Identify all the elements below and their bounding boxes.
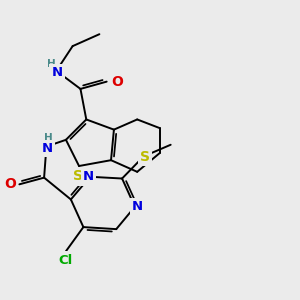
Text: S: S xyxy=(73,169,82,184)
Text: N: N xyxy=(51,66,62,79)
Text: O: O xyxy=(4,177,16,191)
Text: O: O xyxy=(111,75,123,88)
Text: N: N xyxy=(41,142,52,155)
Text: S: S xyxy=(140,150,150,164)
Text: H: H xyxy=(44,133,52,143)
Text: Cl: Cl xyxy=(59,254,73,267)
Text: N: N xyxy=(132,200,143,213)
Text: N: N xyxy=(83,170,94,183)
Text: H: H xyxy=(47,59,56,69)
